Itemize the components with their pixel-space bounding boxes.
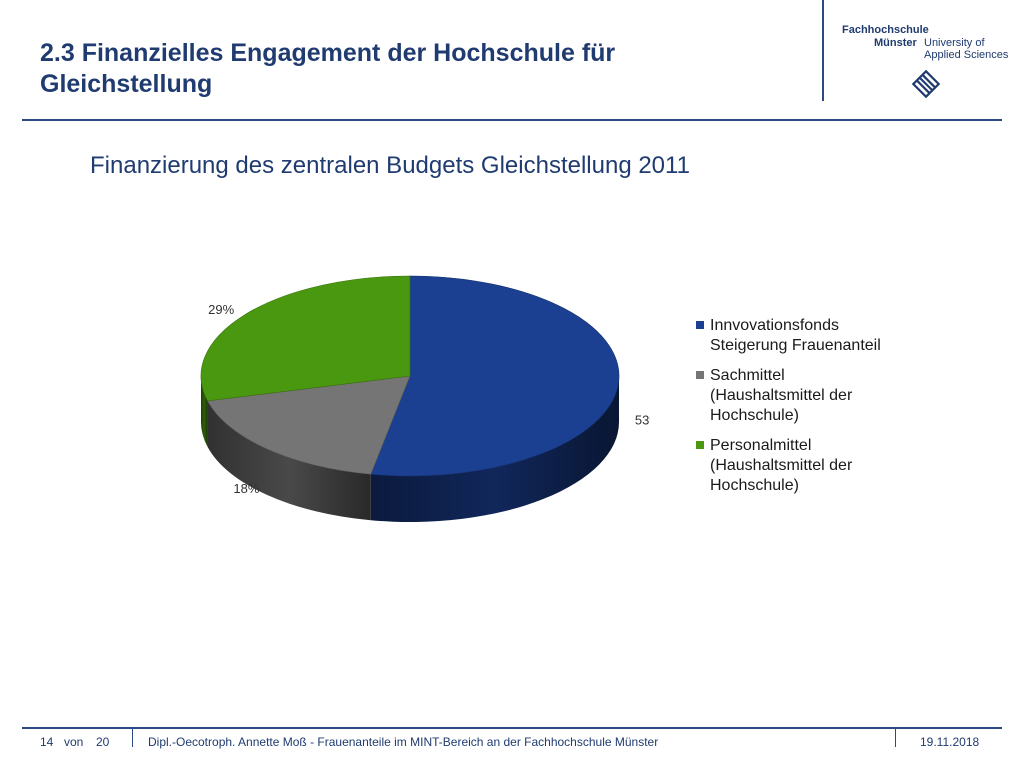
pie-slice-sachmittel (207, 375, 411, 475)
legend-item-innovation: Innvovationsfonds Steigerung Frauenantei… (696, 316, 896, 356)
institution-logo: Fachhochschule Münster University of App… (836, 24, 1016, 104)
pie-slice-personalmittel (200, 275, 411, 402)
data-label-personalmittel: 29% (208, 302, 234, 317)
footer-page-number: 14 (40, 735, 54, 749)
logo-line-3: Applied Sciences (924, 49, 1009, 61)
legend-item-personalmittel: Personalmittel (Haushaltsmittel der Hoch… (696, 436, 896, 496)
footer-date: 19.11.2018 (920, 735, 980, 749)
footer-page-of: von (64, 735, 84, 749)
logo-line-1: Fachhochschule (842, 24, 929, 36)
chart-title: Finanzierung des zentralen Budgets Gleic… (90, 152, 690, 179)
logo-line-2-right: University of (924, 37, 985, 49)
legend-label-sachmittel: Sachmittel (Haushaltsmittel der Hochschu… (710, 367, 853, 424)
pie-side-personalmittel (201, 376, 208, 447)
header-divider (22, 119, 1002, 121)
footer-divider (22, 727, 1002, 729)
legend-item-sachmittel: Sachmittel (Haushaltsmittel der Hochschu… (696, 366, 896, 426)
footer-page-total: 20 (96, 735, 110, 749)
fh-muenster-logo-icon (912, 70, 940, 98)
pie-side-sachmittel (207, 400, 371, 521)
data-label-innovation: 53% (635, 413, 650, 428)
legend-swatch-sachmittel (696, 371, 704, 379)
legend-swatch-personalmittel (696, 441, 704, 449)
header-divider-vertical (822, 0, 824, 101)
footer-separator-1 (132, 727, 133, 747)
pie-slice-innovation (370, 275, 620, 477)
legend-label-personalmittel: Personalmittel (Haushaltsmittel der Hoch… (710, 437, 853, 494)
legend-swatch-innovation (696, 321, 704, 329)
footer-text: Dipl.-Oecotroph. Annette Moß - Frauenant… (148, 735, 659, 749)
footer-separator-2 (895, 727, 896, 747)
legend-label-innovation: Innvovationsfonds Steigerung Frauenantei… (710, 317, 881, 354)
logo-line-2-left: Münster (874, 37, 917, 49)
pie-side-innovation (370, 376, 619, 522)
chart-legend: Innvovationsfonds Steigerung Frauenantei… (696, 316, 896, 506)
slide-title: 2.3 Finanzielles Engagement der Hochschu… (40, 39, 616, 98)
data-label-sachmittel: 18% (233, 481, 259, 496)
pie-chart: 53% 18% 29% (200, 275, 650, 522)
